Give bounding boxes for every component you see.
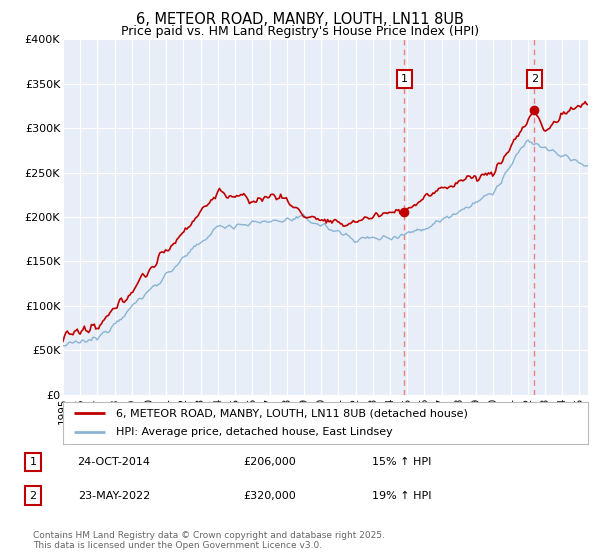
Text: 2: 2 <box>29 491 37 501</box>
Text: 6, METEOR ROAD, MANBY, LOUTH, LN11 8UB (detached house): 6, METEOR ROAD, MANBY, LOUTH, LN11 8UB (… <box>115 408 467 418</box>
Text: 15% ↑ HPI: 15% ↑ HPI <box>373 457 431 467</box>
Text: 1: 1 <box>401 74 407 84</box>
Text: 23-MAY-2022: 23-MAY-2022 <box>78 491 150 501</box>
Text: Contains HM Land Registry data © Crown copyright and database right 2025.
This d: Contains HM Land Registry data © Crown c… <box>33 531 385 550</box>
Text: HPI: Average price, detached house, East Lindsey: HPI: Average price, detached house, East… <box>115 427 392 437</box>
Text: 24-OCT-2014: 24-OCT-2014 <box>77 457 151 467</box>
Text: £320,000: £320,000 <box>244 491 296 501</box>
Text: 1: 1 <box>29 457 37 467</box>
Text: 19% ↑ HPI: 19% ↑ HPI <box>372 491 432 501</box>
Text: £206,000: £206,000 <box>244 457 296 467</box>
Text: 2: 2 <box>531 74 538 84</box>
Text: 6, METEOR ROAD, MANBY, LOUTH, LN11 8UB: 6, METEOR ROAD, MANBY, LOUTH, LN11 8UB <box>136 12 464 27</box>
Text: Price paid vs. HM Land Registry's House Price Index (HPI): Price paid vs. HM Land Registry's House … <box>121 25 479 38</box>
